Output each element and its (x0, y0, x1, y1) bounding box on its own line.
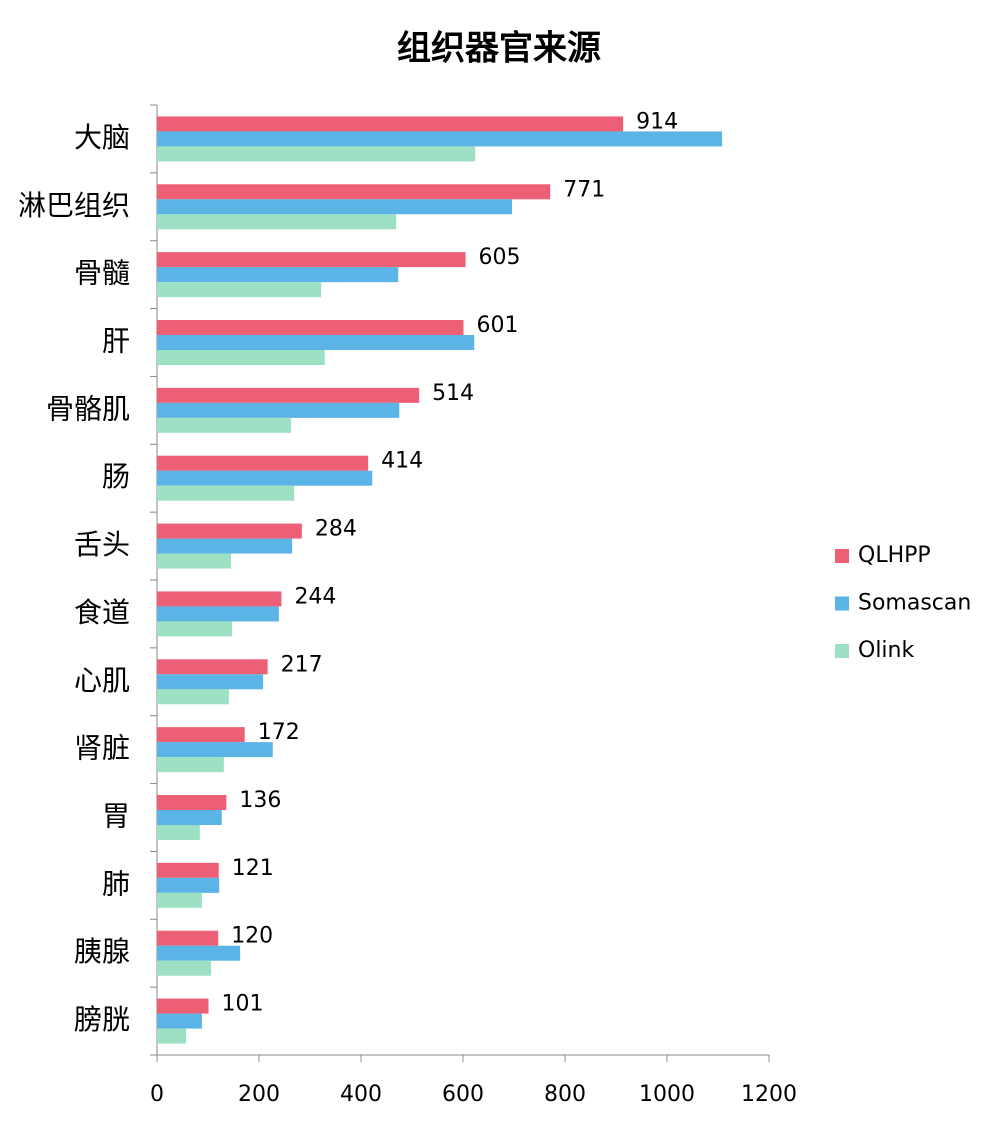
y-tick-label: 心肌 (74, 664, 130, 697)
data-label: 601 (477, 313, 519, 338)
data-label: 284 (315, 517, 357, 542)
bar (157, 146, 476, 162)
bar (157, 470, 373, 486)
legend-label: QLHPP (858, 543, 931, 568)
bar (157, 621, 232, 637)
bar (157, 350, 325, 365)
y-tick-label: 大脑 (74, 121, 130, 154)
bar (157, 810, 222, 825)
bar (157, 727, 245, 743)
x-tick-label: 600 (442, 1082, 484, 1107)
bar (157, 659, 268, 675)
bar (157, 455, 369, 471)
bar (157, 282, 322, 298)
x-tick-label: 0 (150, 1082, 164, 1107)
bar (157, 387, 420, 403)
data-label: 121 (232, 856, 274, 881)
bar (157, 320, 464, 335)
y-tick-label: 肝 (102, 325, 130, 358)
bar (157, 930, 219, 946)
legend-swatch (835, 596, 849, 611)
bar (157, 757, 224, 773)
data-label: 771 (563, 177, 605, 202)
bar (157, 402, 400, 418)
bar (157, 892, 202, 908)
bar (157, 131, 723, 147)
bar (157, 606, 279, 622)
legend-label: Olink (858, 638, 914, 663)
bar (157, 417, 292, 433)
data-label: 136 (239, 788, 281, 813)
data-label: 120 (231, 924, 273, 949)
y-tick-label: 膀胱 (74, 1003, 130, 1036)
y-tick-label: 肺 (102, 867, 130, 900)
x-tick-label: 200 (238, 1082, 280, 1107)
data-label: 605 (479, 245, 521, 270)
bar (157, 1028, 187, 1044)
bar (157, 674, 264, 690)
bar (157, 267, 399, 283)
bar (157, 689, 229, 705)
bar (157, 825, 200, 840)
bar (157, 538, 293, 554)
bar (157, 523, 302, 539)
y-tick-label: 胃 (102, 800, 130, 833)
bar (157, 742, 273, 758)
data-label: 914 (636, 109, 678, 134)
y-tick-label: 胰腺 (74, 935, 130, 968)
bar (157, 1013, 202, 1029)
y-tick-label: 淋巴组织 (18, 189, 130, 222)
y-tick-label: 肾脏 (74, 732, 130, 765)
bar (157, 960, 212, 976)
y-tick-label: 骨髓 (74, 257, 130, 290)
legend-swatch (835, 549, 849, 563)
bar (157, 591, 282, 607)
x-tick-label: 1000 (639, 1082, 695, 1107)
bar (157, 862, 219, 878)
legend-label: Somascan (858, 591, 971, 616)
bar (157, 335, 475, 350)
bar (157, 214, 397, 230)
x-tick-label: 1200 (741, 1082, 797, 1107)
chart-title: 组织器官来源 (397, 29, 601, 69)
data-label: 514 (432, 381, 474, 406)
data-label: 101 (222, 992, 264, 1017)
data-label: 172 (258, 720, 300, 745)
y-tick-label: 舌头 (74, 528, 130, 561)
y-tick-label: 骨骼肌 (46, 392, 130, 425)
data-label: 244 (294, 584, 336, 609)
data-label: 414 (381, 449, 423, 474)
bar (157, 553, 231, 569)
bar (157, 877, 220, 893)
bar (157, 116, 624, 132)
bar (157, 998, 209, 1014)
y-tick-label: 肠 (102, 460, 130, 493)
legend-swatch (835, 644, 849, 658)
y-tick-label: 食道 (74, 596, 130, 629)
data-label: 217 (281, 652, 323, 677)
bar (157, 199, 512, 215)
bar (157, 795, 227, 810)
x-tick-label: 400 (340, 1082, 382, 1107)
bar (157, 252, 466, 268)
bar (157, 485, 295, 501)
bar (157, 184, 551, 200)
x-tick-label: 800 (544, 1082, 586, 1107)
bar (157, 945, 241, 961)
